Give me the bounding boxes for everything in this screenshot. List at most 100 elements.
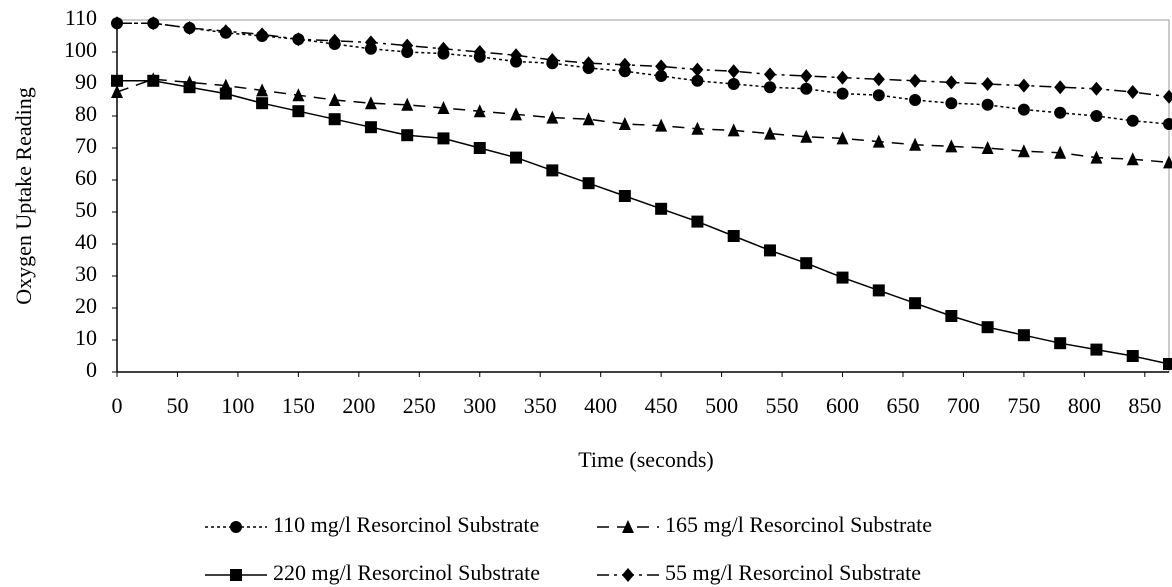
series-line [116, 78, 1170, 164]
y-tick-label: 20 [75, 293, 97, 318]
marker [546, 164, 559, 177]
x-tick-label: 500 [705, 393, 738, 418]
marker [655, 59, 668, 74]
legend-marker [622, 520, 634, 533]
marker [800, 82, 813, 95]
marker [147, 16, 160, 31]
marker [1054, 337, 1067, 350]
marker [836, 131, 849, 145]
marker [292, 32, 305, 47]
marker [510, 48, 523, 63]
marker [872, 89, 885, 102]
marker [1163, 118, 1172, 130]
marker [582, 177, 595, 190]
marker [582, 112, 595, 126]
marker [437, 132, 450, 145]
marker [473, 142, 486, 154]
x-tick-label: 700 [947, 393, 980, 418]
y-tick-label: 60 [75, 165, 97, 190]
marker [364, 96, 377, 110]
marker [1054, 145, 1067, 159]
marker [909, 137, 922, 151]
marker [981, 321, 994, 334]
marker [618, 117, 631, 130]
marker [546, 110, 559, 124]
marker [691, 74, 704, 87]
marker [183, 81, 196, 94]
marker [510, 107, 523, 121]
x-tick-label: 850 [1128, 393, 1161, 418]
marker [945, 310, 958, 322]
marker [909, 94, 922, 106]
marker [256, 97, 269, 110]
marker [763, 244, 776, 257]
marker [727, 123, 740, 137]
y-tick-label: 80 [75, 101, 97, 126]
marker [364, 35, 377, 50]
marker [219, 24, 232, 39]
marker [1090, 81, 1103, 96]
marker [1126, 350, 1139, 362]
x-tick-label: 0 [112, 393, 123, 418]
legend-marker [230, 521, 242, 533]
marker [219, 87, 232, 100]
x-tick-label: 800 [1068, 393, 1101, 418]
marker [691, 215, 704, 228]
marker [655, 202, 668, 215]
marker [981, 77, 994, 91]
marker [1126, 152, 1139, 166]
x-tick-label: 450 [645, 393, 678, 418]
marker [1163, 89, 1172, 104]
marker [836, 87, 849, 100]
marker [981, 141, 994, 154]
x-tick-label: 600 [826, 393, 859, 418]
marker [437, 101, 450, 114]
marker [437, 41, 450, 56]
marker [401, 97, 414, 111]
x-tick-label: 750 [1007, 393, 1040, 418]
y-tick-label: 50 [75, 197, 97, 222]
marker [981, 98, 994, 111]
marker [800, 129, 813, 143]
marker [1017, 144, 1030, 158]
marker [328, 93, 341, 106]
marker [727, 230, 740, 242]
x-tick-label: 150 [282, 393, 315, 418]
marker [836, 271, 849, 284]
marker [691, 62, 704, 77]
marker [328, 33, 341, 48]
x-axis-label: Time (seconds) [578, 447, 713, 472]
marker [111, 74, 123, 87]
marker [872, 134, 885, 148]
x-tick-label: 100 [221, 393, 254, 418]
x-tick-label: 550 [766, 393, 799, 418]
legend-label: 110 mg/l Resorcinol Substrate [273, 512, 539, 537]
series-line [117, 22, 1170, 98]
marker [510, 151, 523, 164]
marker [546, 53, 559, 67]
marker [945, 75, 958, 90]
x-tick-label: 650 [886, 393, 919, 418]
marker [147, 74, 160, 87]
x-tick-label: 50 [166, 393, 188, 418]
marker [691, 121, 704, 135]
marker [473, 104, 486, 118]
series-line [117, 80, 1170, 365]
marker [945, 97, 958, 110]
y-axis-label: Oxygen Uptake Reading [11, 87, 36, 305]
marker [1090, 343, 1103, 356]
x-tick-label: 350 [524, 393, 557, 418]
marker [1017, 78, 1030, 93]
marker [292, 88, 305, 102]
marker [655, 118, 668, 132]
marker [618, 190, 631, 202]
marker [1163, 155, 1172, 169]
x-tick-label: 250 [403, 393, 436, 418]
marker [872, 72, 885, 87]
legend-label: 55 mg/l Resorcinol Substrate [665, 560, 921, 585]
marker [1017, 103, 1030, 116]
x-tick-label: 200 [342, 393, 375, 418]
y-tick-label: 90 [75, 69, 97, 94]
x-tick-label: 300 [463, 393, 496, 418]
